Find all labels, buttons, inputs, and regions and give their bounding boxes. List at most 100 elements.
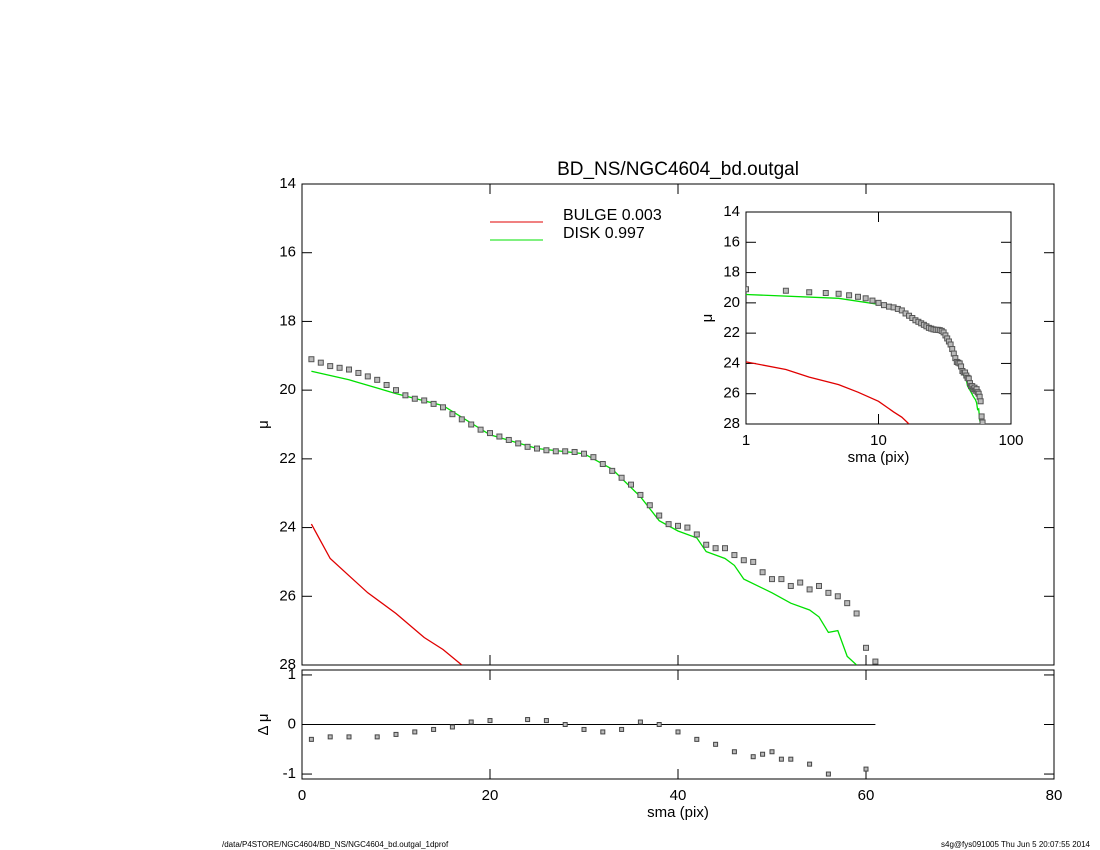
data-point	[628, 481, 634, 488]
residual-point	[562, 722, 568, 727]
data-point	[421, 397, 428, 404]
plot-area	[302, 717, 876, 777]
residual-point	[713, 741, 719, 747]
data-point	[750, 558, 757, 565]
data-point	[880, 302, 887, 309]
y-tick-label: 22	[279, 450, 296, 467]
data-point	[731, 552, 738, 559]
residual-point	[543, 718, 549, 724]
y-tick-label: 24	[279, 519, 296, 536]
residual-point	[694, 736, 700, 742]
data-point	[449, 411, 456, 418]
y-tick-label: 26	[279, 587, 296, 604]
residual-point	[308, 736, 314, 742]
x-tick-label: 60	[858, 787, 875, 804]
data-point	[740, 557, 747, 564]
data-point	[308, 356, 315, 363]
data-point	[825, 589, 832, 596]
residual-point	[525, 717, 531, 723]
data-point	[684, 524, 691, 531]
data-point	[979, 419, 986, 424]
data-point	[477, 426, 484, 433]
residual-point	[487, 718, 493, 724]
data-point	[675, 522, 681, 529]
residual-point	[468, 719, 474, 725]
x-axis-label: sma (pix)	[848, 449, 910, 466]
data-point	[487, 430, 493, 437]
residual-point	[431, 726, 437, 732]
y-tick-label: 28	[279, 656, 296, 673]
data-point	[853, 610, 860, 617]
data-point	[712, 545, 719, 552]
data-point	[346, 366, 352, 373]
x-tick-label: 100	[998, 432, 1023, 449]
y-axis-label: Δ μ	[255, 713, 272, 735]
residual-point	[863, 766, 869, 772]
data-point	[364, 373, 371, 380]
residual-point	[769, 749, 775, 755]
residual-point	[393, 731, 399, 737]
x-tick-label: 80	[1046, 787, 1063, 804]
inset-background	[746, 212, 1011, 424]
data-point	[703, 541, 710, 548]
data-point	[571, 448, 578, 455]
data-point	[834, 593, 841, 600]
data-point	[769, 576, 775, 583]
data-point	[327, 363, 334, 370]
data-point	[872, 658, 879, 665]
residual-point	[412, 729, 418, 735]
data-point	[778, 576, 785, 583]
data-point	[806, 289, 813, 296]
residual-point	[788, 756, 794, 762]
data-point	[869, 297, 876, 304]
y-tick-label: 22	[723, 324, 740, 341]
footer-left: /data/P4STORE/NGC4604/BD_NS/NGC4604_bd.o…	[222, 840, 449, 849]
data-point	[562, 448, 569, 455]
data-point	[590, 454, 597, 461]
y-tick-label: -1	[283, 765, 296, 782]
data-point	[515, 440, 522, 447]
y-tick-label: 18	[723, 264, 740, 281]
data-point	[336, 364, 343, 371]
data-point	[609, 467, 616, 474]
data-point	[458, 416, 465, 423]
data-point	[599, 461, 606, 468]
data-point	[440, 404, 446, 411]
data-point	[854, 293, 861, 300]
data-point	[430, 400, 437, 407]
data-point	[787, 582, 794, 589]
data-point	[746, 286, 749, 293]
residual-point	[731, 749, 737, 755]
residual-point	[778, 756, 784, 762]
data-point	[759, 569, 766, 576]
data-point	[665, 521, 672, 528]
residual-point	[750, 754, 756, 760]
data-point	[411, 395, 418, 402]
data-point	[374, 376, 381, 383]
data-point	[844, 600, 851, 607]
plot-area	[308, 356, 879, 665]
data-point	[317, 359, 324, 366]
data-point	[524, 443, 531, 450]
data-point	[402, 392, 409, 399]
chart-title: BD_NS/NGC4604_bd.outgal	[557, 159, 799, 180]
y-tick-label: 16	[723, 233, 740, 250]
data-point	[693, 531, 700, 538]
residual-point	[656, 722, 662, 727]
data-point	[468, 421, 475, 428]
data-point	[656, 512, 663, 519]
y-tick-label: 20	[279, 381, 296, 398]
data-point	[978, 413, 985, 420]
y-tick-label: 24	[723, 354, 740, 371]
data-point	[846, 292, 853, 299]
model-line	[310, 523, 463, 665]
x-tick-label: 40	[670, 787, 687, 804]
model-line	[746, 361, 910, 424]
data-point	[862, 295, 869, 302]
y-tick-label: 28	[723, 415, 740, 432]
x-tick-label: 10	[870, 432, 887, 449]
data-point	[355, 369, 362, 376]
data-point	[782, 287, 789, 294]
y-tick-label: 18	[279, 312, 296, 329]
plot-area	[746, 286, 986, 424]
